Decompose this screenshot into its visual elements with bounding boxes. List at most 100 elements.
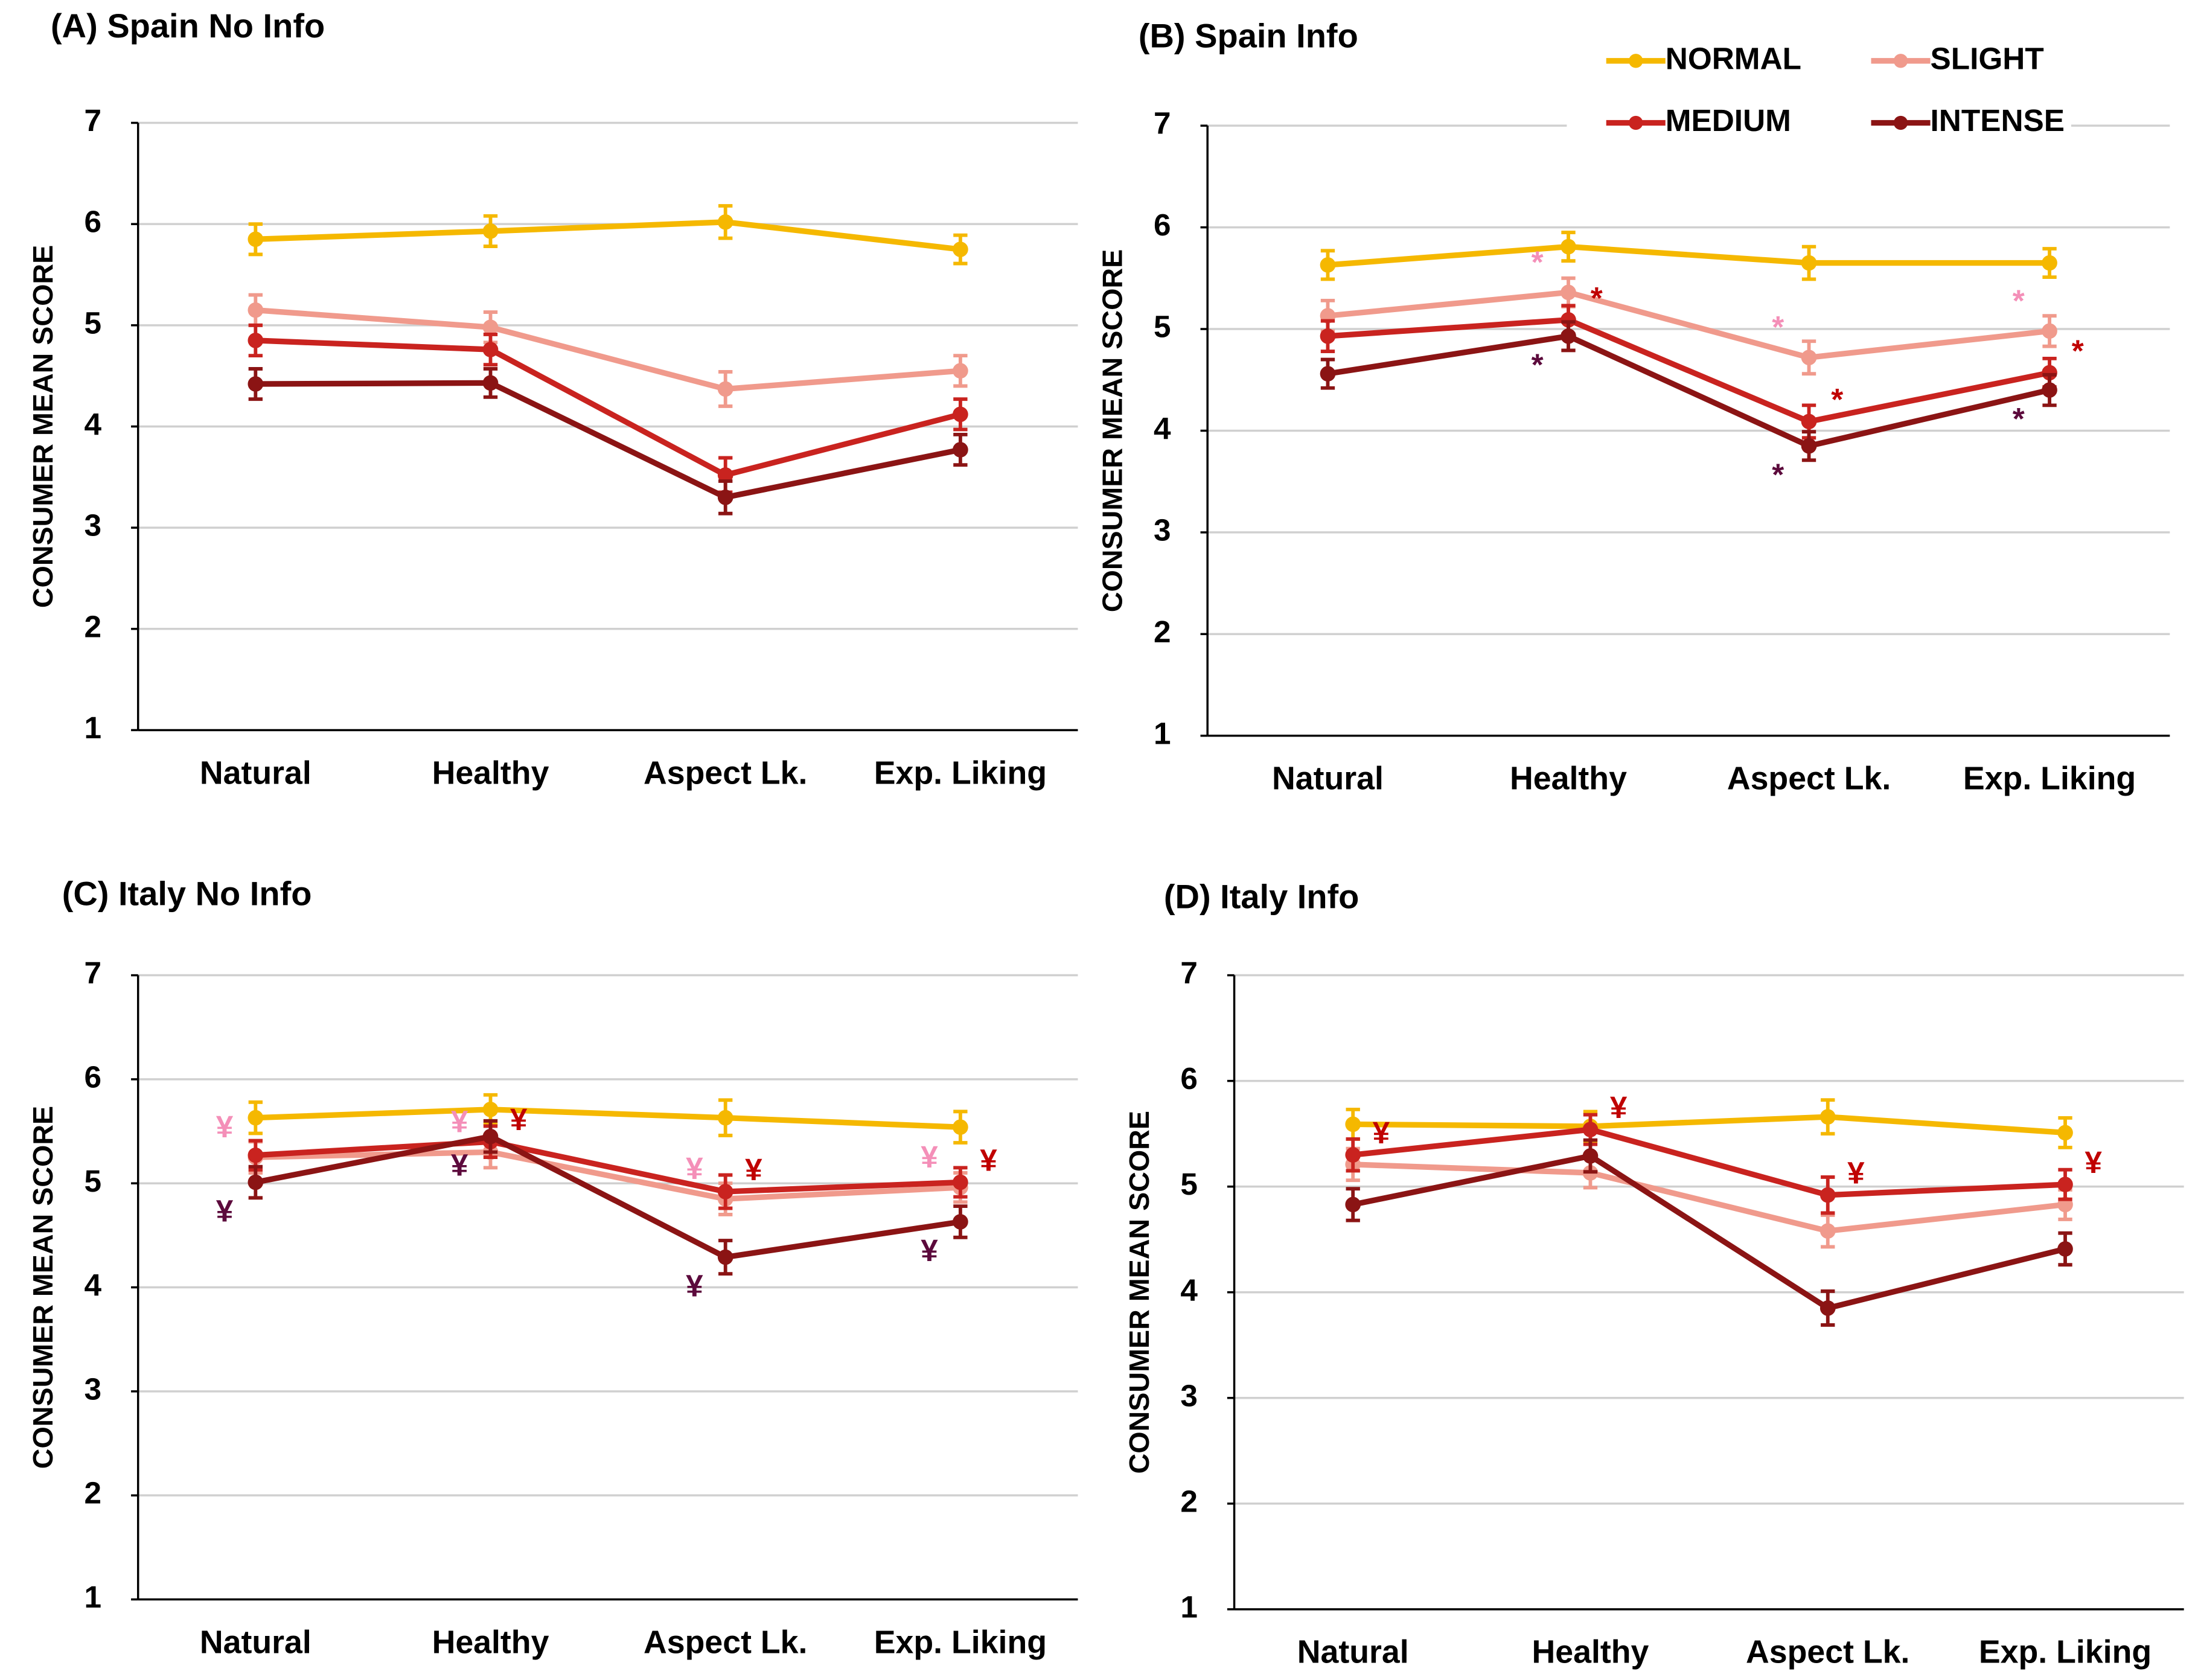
y-tick-label: 5	[84, 305, 101, 340]
y-tick-label: 6	[84, 1059, 101, 1094]
significance-marker: ¥	[451, 1104, 468, 1139]
y-tick-label: 6	[84, 205, 101, 239]
significance-marker: *	[1532, 244, 1544, 279]
series-line	[1327, 317, 2050, 425]
x-tick-label: Aspect Lk.	[644, 1624, 807, 1660]
data-point	[717, 467, 733, 483]
significance-marker: ¥	[510, 1102, 528, 1137]
data-point	[1801, 255, 1817, 271]
series-line	[1327, 333, 2051, 449]
y-tick-label: 5	[84, 1164, 101, 1198]
data-point	[482, 342, 499, 357]
data-point	[953, 406, 968, 423]
chart-title: (B) Spain Info	[1139, 16, 1358, 54]
significance-marker: *	[2013, 283, 2025, 318]
data-point	[248, 231, 264, 248]
legend-label: INTENSE	[1931, 103, 2065, 138]
y-tick-label: 7	[84, 103, 101, 138]
series-line	[255, 1139, 961, 1195]
significance-marker: ¥	[451, 1148, 468, 1183]
legend-label: SLIGHT	[1931, 41, 2044, 75]
data-point	[953, 363, 968, 379]
data-point	[248, 302, 264, 318]
data-point	[1320, 328, 1336, 344]
data-point	[248, 1147, 264, 1163]
y-tick-label: 3	[1154, 513, 1171, 547]
legend-dot	[1893, 115, 1908, 130]
data-point	[953, 241, 968, 257]
data-point	[953, 1214, 968, 1230]
significance-marker: ¥	[745, 1152, 762, 1187]
y-tick-label: 2	[84, 1476, 101, 1510]
significance-marker: ¥	[686, 1268, 703, 1303]
x-tick-label: Healthy	[1532, 1634, 1649, 1670]
data-point	[1582, 1148, 1599, 1164]
y-tick-label: 1	[84, 1580, 101, 1614]
y-tick-label: 5	[1154, 310, 1171, 344]
chart-title: (D) Italy Info	[1164, 877, 1359, 915]
y-tick-label: 4	[1180, 1273, 1198, 1307]
significance-marker: *	[2013, 401, 2025, 436]
x-tick-label: Natural	[1272, 761, 1384, 797]
legend-box	[1567, 31, 2071, 153]
data-point	[717, 1110, 733, 1126]
significance-marker: ¥	[921, 1233, 938, 1268]
data-point	[482, 375, 499, 391]
series-line	[255, 337, 962, 478]
chart-title: (C) Italy No Info	[62, 875, 312, 913]
y-tick-label: 6	[1154, 208, 1171, 242]
data-point	[1801, 414, 1817, 430]
significance-marker: ¥	[1610, 1090, 1628, 1125]
series-line	[1353, 1161, 2066, 1234]
data-point	[1345, 1196, 1361, 1213]
significance-marker: ¥	[2085, 1145, 2102, 1180]
y-tick-label: 2	[1154, 615, 1171, 649]
y-axis-title: CONSUMER MEAN SCORE	[1097, 249, 1128, 612]
y-axis-title: CONSUMER MEAN SCORE	[1123, 1111, 1155, 1474]
series-line	[255, 307, 961, 392]
data-point	[1801, 438, 1817, 454]
x-tick-label: Exp. Liking	[874, 1624, 1047, 1660]
y-tick-label: 2	[1180, 1484, 1198, 1518]
x-tick-label: Exp. Liking	[1963, 761, 2136, 797]
data-point	[1801, 350, 1817, 366]
data-point	[1819, 1300, 1836, 1316]
series-line	[255, 1107, 961, 1130]
data-point	[1345, 1147, 1361, 1163]
y-tick-label: 1	[1154, 716, 1171, 750]
data-point	[717, 1184, 733, 1199]
significance-marker: *	[1831, 382, 1843, 417]
significance-marker: *	[1591, 281, 1603, 315]
x-tick-label: Healthy	[1510, 761, 1627, 797]
data-point	[717, 490, 733, 505]
significance-marker: *	[1772, 458, 1784, 492]
y-tick-label: 4	[84, 407, 101, 441]
data-point	[1582, 1122, 1599, 1137]
y-tick-label: 5	[1180, 1167, 1198, 1201]
data-point	[953, 442, 968, 458]
x-tick-label: Exp. Liking	[874, 755, 1047, 791]
y-tick-label: 7	[1180, 956, 1198, 990]
data-point	[248, 333, 264, 348]
data-point	[2042, 323, 2057, 339]
significance-marker: ¥	[980, 1143, 997, 1177]
legend-dot	[1893, 54, 1908, 68]
y-axis-title: CONSUMER MEAN SCORE	[27, 245, 59, 608]
data-point	[248, 1174, 264, 1190]
y-tick-label: 1	[84, 711, 101, 745]
series-line	[1352, 1152, 2066, 1311]
series-line	[1353, 1114, 2066, 1136]
data-point	[482, 223, 499, 239]
data-point	[1345, 1116, 1361, 1132]
significance-marker: *	[1772, 310, 1784, 344]
series-line	[1352, 1126, 2066, 1198]
y-tick-label: 2	[84, 609, 101, 644]
data-point	[717, 1249, 733, 1265]
data-point	[953, 1174, 968, 1190]
data-point	[2057, 1125, 2073, 1141]
data-point	[717, 381, 733, 397]
data-point	[2042, 365, 2057, 381]
legend-label: NORMAL	[1666, 41, 1801, 75]
